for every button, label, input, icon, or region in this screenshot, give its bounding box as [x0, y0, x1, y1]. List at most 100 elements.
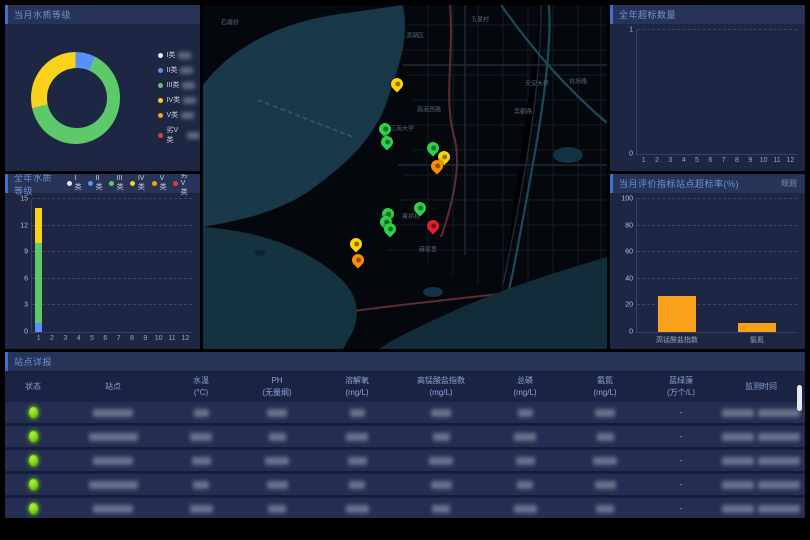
- cell-状态: [5, 406, 61, 419]
- panel-title-station-table: 站点详报: [5, 352, 805, 371]
- table-row[interactable]: -: [5, 402, 805, 423]
- legend-label: II类: [166, 67, 178, 74]
- cell-溶解氧: [317, 456, 397, 465]
- city-map[interactable]: 石塘桥 滨湖区 五星村 天安大桥 机场路 高浪西路 吴都路 江南大学 青祁桥 薛家里: [203, 5, 607, 349]
- column-header-2: 站点: [105, 382, 121, 391]
- panel-title-text: 全年超标数量: [619, 10, 677, 20]
- legend-dot: [158, 67, 164, 73]
- redacted-time: [758, 456, 800, 465]
- redacted-value: [593, 456, 617, 465]
- legend-dot: [87, 181, 93, 186]
- donut-area: I类 II类 III类 IV类 V类劣V类: [5, 24, 200, 171]
- redacted-value: [190, 432, 212, 441]
- legend-item-劣V类[interactable]: 劣V类: [172, 174, 192, 197]
- redacted-value: [88, 480, 138, 489]
- legend-item-I类[interactable]: I类: [66, 175, 82, 192]
- cell-站点: [61, 504, 165, 513]
- cell-高锰酸盐指数: [397, 480, 485, 489]
- cell-氨氮: [565, 480, 645, 489]
- legend-label: 劣V类: [180, 174, 188, 196]
- legend-item-III类[interactable]: III类: [158, 80, 200, 90]
- legend-dot: [158, 97, 164, 103]
- pin-center-dot: [383, 138, 391, 146]
- table-scrollbar-thumb[interactable]: [797, 385, 802, 411]
- cell-PH: [237, 408, 317, 417]
- legend-dot: [172, 181, 178, 186]
- x-axis-label: 6: [103, 335, 108, 342]
- table-row[interactable]: -: [5, 474, 805, 495]
- x-axis-label: 12: [181, 335, 190, 342]
- cell-高锰酸盐指数: [397, 432, 485, 441]
- legend-label: III类: [166, 82, 180, 89]
- legend-item-IV类[interactable]: IV类: [158, 95, 200, 105]
- panel-title-exceed-rate: 当月评价指标站点超标率(%) 规则: [610, 174, 805, 193]
- x-axis-label: 8: [735, 157, 739, 164]
- x-axis-label: 3: [668, 157, 673, 164]
- redacted-value: [265, 456, 289, 465]
- pin-center-dot: [440, 153, 448, 161]
- gridline: [637, 198, 797, 199]
- rules-link[interactable]: 规则: [781, 179, 797, 188]
- gridline: [637, 29, 797, 30]
- stacked-bar-segment-II类: [35, 323, 43, 332]
- legend-item-V类[interactable]: V类: [158, 110, 200, 120]
- redacted-date: [722, 408, 754, 417]
- legend-label: 劣V类: [166, 127, 179, 144]
- x-axis-label: 2: [50, 335, 54, 342]
- legend-item-I类[interactable]: I类: [158, 50, 200, 60]
- legend-item-IV类[interactable]: IV类: [129, 175, 146, 192]
- redacted-value: [429, 456, 453, 465]
- legend-dot: [158, 52, 164, 58]
- legend-item-劣V类[interactable]: 劣V类: [158, 125, 200, 145]
- legend-item-II类[interactable]: II类: [87, 175, 103, 192]
- y-axis-label: 20: [625, 301, 633, 309]
- cell-水温: [165, 480, 237, 489]
- panel-title-text: 当月评价指标站点超标率(%): [619, 179, 739, 189]
- redacted-value: [266, 480, 288, 489]
- cell-溶解氧: [317, 504, 397, 513]
- rate-bar-氨氮: [738, 322, 776, 332]
- legend-dot: [158, 112, 164, 118]
- algae-value: -: [679, 480, 683, 489]
- x-axis-label: 8: [130, 335, 134, 342]
- y-axis-label: 0: [24, 328, 28, 336]
- exceed-rate-chart: 0 20 40 60 80 100 高锰酸盐指数 氨氮: [610, 193, 805, 349]
- cell-PH: [237, 504, 317, 513]
- legend-dot: [129, 181, 135, 186]
- table-row[interactable]: -: [5, 426, 805, 447]
- cell-溶解氧: [317, 432, 397, 441]
- table-row[interactable]: -: [5, 498, 805, 518]
- x-axis-label: 高锰酸盐指数: [656, 337, 698, 344]
- legend-label: IV类: [166, 97, 181, 104]
- legend-label: V类: [159, 175, 167, 191]
- cell-高锰酸盐指数: [397, 456, 485, 465]
- redacted-value: [513, 504, 537, 513]
- x-axis-label: 6: [708, 157, 713, 164]
- stacked-bar-segment-IV类: [35, 207, 43, 244]
- legend-label: IV类: [137, 175, 145, 191]
- x-axis-label: 1: [36, 335, 41, 342]
- redacted-value: [346, 432, 368, 441]
- pin-center-dot: [352, 240, 360, 248]
- legend-item-V类[interactable]: V类: [151, 175, 167, 192]
- gridline: [32, 224, 192, 226]
- legend-item-III类[interactable]: III类: [108, 175, 124, 192]
- y-axis-label: 15: [20, 195, 28, 203]
- legend-value-redacted: [181, 111, 195, 119]
- legend-item-II类[interactable]: II类: [158, 65, 200, 75]
- redacted-value: [594, 480, 616, 489]
- redacted-date: [722, 456, 754, 465]
- legend-dot: [158, 132, 164, 138]
- algae-value: -: [679, 432, 683, 441]
- column-header-9: 蓝绿藻 (万个/L): [667, 376, 695, 397]
- algae-value: -: [679, 408, 683, 417]
- redacted-value: [93, 408, 133, 417]
- donut-chart: [31, 51, 121, 144]
- table-row[interactable]: -: [5, 450, 805, 471]
- plot-area: 0 20 40 60 80 100 高锰酸盐指数 氨氮: [621, 196, 797, 344]
- redacted-value: [193, 480, 209, 489]
- redacted-value: [93, 504, 133, 513]
- status-indicator: [27, 478, 39, 491]
- redacted-value: [268, 432, 286, 441]
- cell-溶解氧: [317, 480, 397, 489]
